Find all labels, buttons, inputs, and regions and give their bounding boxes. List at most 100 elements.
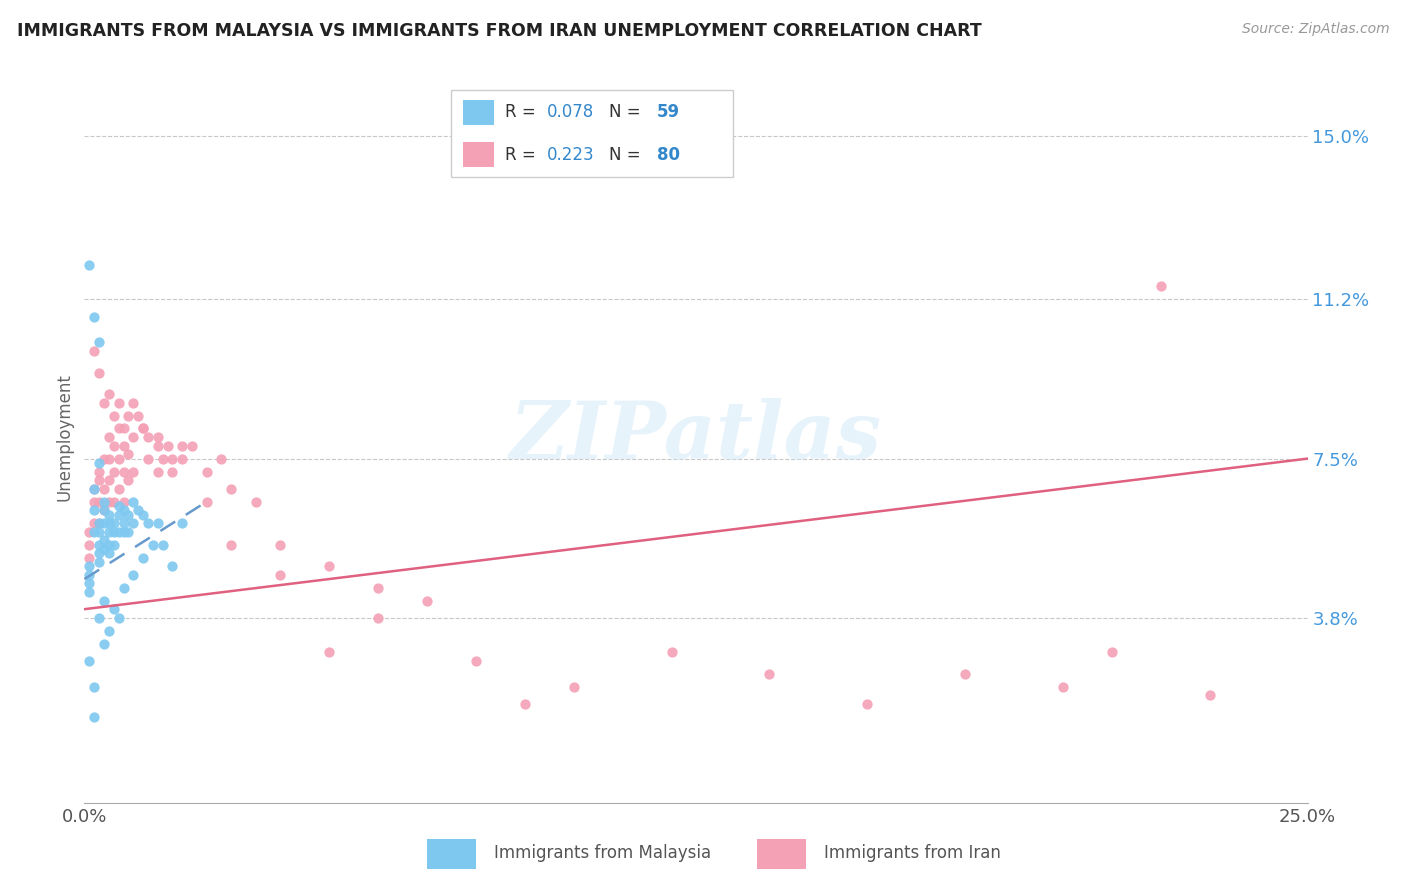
Point: [87, 611, 110, 625]
Point: [117, 508, 139, 522]
Point: [97, 516, 120, 530]
Point: [83, 503, 105, 517]
Point: [93, 451, 115, 466]
Point: [112, 439, 135, 453]
Point: [77, 576, 100, 591]
Text: ZIPatlas: ZIPatlas: [510, 399, 882, 475]
Point: [107, 508, 129, 522]
Point: [117, 447, 139, 461]
Point: [77, 567, 100, 582]
Point: [856, 697, 879, 711]
Point: [219, 538, 242, 552]
Point: [122, 567, 145, 582]
Point: [107, 395, 129, 409]
Point: [93, 533, 115, 548]
Point: [464, 654, 486, 668]
Point: [87, 456, 110, 470]
Point: [77, 585, 100, 599]
Point: [122, 516, 145, 530]
Point: [103, 439, 125, 453]
Point: [146, 439, 169, 453]
Point: [107, 482, 129, 496]
Point: [97, 387, 120, 401]
Point: [83, 482, 105, 496]
Point: [87, 366, 110, 380]
Point: [87, 465, 110, 479]
Point: [107, 611, 129, 625]
Point: [107, 524, 129, 539]
Point: [97, 624, 120, 638]
Point: [112, 524, 135, 539]
Point: [97, 451, 120, 466]
Point: [127, 503, 149, 517]
Point: [83, 710, 105, 724]
Point: [117, 524, 139, 539]
Point: [87, 494, 110, 508]
Point: [132, 421, 155, 435]
Point: [172, 516, 194, 530]
Point: [103, 602, 125, 616]
Point: [209, 451, 232, 466]
Point: [367, 611, 389, 625]
Point: [103, 494, 125, 508]
Text: IMMIGRANTS FROM MALAYSIA VS IMMIGRANTS FROM IRAN UNEMPLOYMENT CORRELATION CHART: IMMIGRANTS FROM MALAYSIA VS IMMIGRANTS F…: [17, 22, 981, 40]
Point: [87, 516, 110, 530]
Point: [103, 516, 125, 530]
Point: [136, 430, 159, 444]
Point: [107, 499, 129, 513]
Point: [77, 559, 100, 574]
Point: [93, 503, 115, 517]
Point: [661, 645, 683, 659]
Point: [562, 680, 585, 694]
Point: [416, 593, 439, 607]
Point: [93, 395, 115, 409]
Point: [219, 482, 242, 496]
Point: [93, 482, 115, 496]
Point: [245, 494, 267, 508]
Point: [132, 508, 155, 522]
Point: [122, 465, 145, 479]
Point: [83, 310, 105, 324]
Point: [156, 439, 179, 453]
Point: [77, 538, 100, 552]
Point: [93, 503, 115, 517]
Point: [513, 697, 536, 711]
Point: [146, 465, 169, 479]
Point: [367, 581, 389, 595]
Point: [142, 538, 165, 552]
Point: [112, 465, 135, 479]
Point: [152, 538, 174, 552]
Point: [112, 503, 135, 517]
Text: Source: ZipAtlas.com: Source: ZipAtlas.com: [1241, 22, 1389, 37]
Point: [83, 680, 105, 694]
Point: [146, 430, 169, 444]
Point: [97, 524, 120, 539]
Point: [122, 494, 145, 508]
Point: [953, 666, 976, 681]
Point: [103, 465, 125, 479]
Y-axis label: Unemployment: Unemployment: [55, 373, 73, 501]
Point: [103, 538, 125, 552]
Point: [87, 516, 110, 530]
Point: [122, 430, 145, 444]
Point: [146, 516, 169, 530]
Point: [318, 559, 340, 574]
Point: [97, 430, 120, 444]
Point: [112, 421, 135, 435]
Point: [152, 451, 174, 466]
Point: [132, 550, 155, 565]
Point: [93, 516, 115, 530]
Point: [87, 555, 110, 569]
Point: [162, 465, 184, 479]
Point: [122, 395, 145, 409]
Point: [77, 524, 100, 539]
Point: [93, 593, 115, 607]
Point: [136, 451, 159, 466]
Point: [112, 581, 135, 595]
Point: [1052, 680, 1074, 694]
Point: [93, 541, 115, 556]
Point: [97, 546, 120, 560]
Point: [172, 439, 194, 453]
Point: [112, 494, 135, 508]
Point: [107, 451, 129, 466]
